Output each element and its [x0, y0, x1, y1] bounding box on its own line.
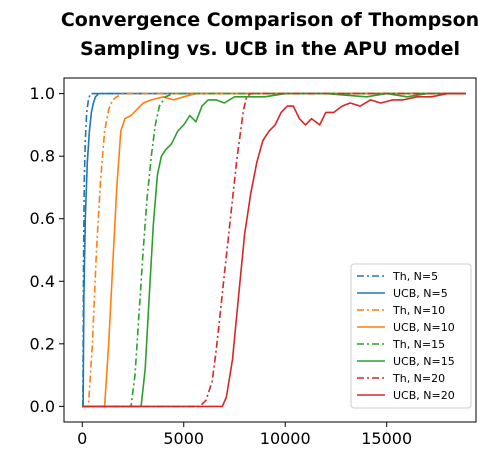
- y-tick-label-6: 1.0: [30, 84, 55, 103]
- series-line-7: [82, 92, 466, 408]
- y-tick-label-3: 0.4: [30, 272, 55, 291]
- legend-label-2: UCB, N=5: [393, 287, 448, 300]
- legend-label-7: Th, N=20: [392, 372, 445, 385]
- legend-label-6: UCB, N=15: [393, 355, 455, 368]
- chart-title-line-2: Sampling vs. UCB in the APU model: [80, 38, 460, 60]
- series-line-6: [82, 92, 466, 408]
- chart-title-line-1: Convergence Comparison of Thompson: [61, 9, 479, 31]
- plot-frame: [63, 77, 477, 423]
- series-line-3: [82, 92, 466, 408]
- y-tick-label-1: 0.0: [30, 397, 55, 416]
- legend-label-3: Th, N=10: [392, 304, 445, 317]
- legend: Th, N=5 UCB, N=5 Th, N=10 UCB, N=10 Th, N=15…: [350, 263, 472, 409]
- x-tick-label-4: 15000: [361, 429, 412, 448]
- y-tick-label-2: 0.2: [30, 334, 55, 353]
- legend-label-8: UCB, N=20: [393, 389, 455, 402]
- series-line-2: [82, 92, 466, 408]
- legend-box: [350, 263, 472, 409]
- y-tick-label-4: 0.6: [30, 209, 55, 228]
- series-line-8: [82, 92, 466, 408]
- x-tick-label-3: 10000: [260, 429, 311, 448]
- series-line-4: [82, 92, 466, 408]
- legend-label-1: Th, N=5: [392, 270, 438, 283]
- axis-layer: 0 5000 10000 15000 0.0 0.2 0.4 0.6 0.8 1.0: [30, 84, 413, 448]
- legend-label-4: UCB, N=10: [393, 321, 455, 334]
- x-tick-label-1: 0: [77, 429, 87, 448]
- series-layer: [82, 92, 466, 408]
- legend-label-5: Th, N=15: [392, 338, 445, 351]
- x-tick-label-2: 5000: [163, 429, 204, 448]
- y-tick-label-5: 0.8: [30, 147, 55, 166]
- series-line-5: [82, 92, 466, 408]
